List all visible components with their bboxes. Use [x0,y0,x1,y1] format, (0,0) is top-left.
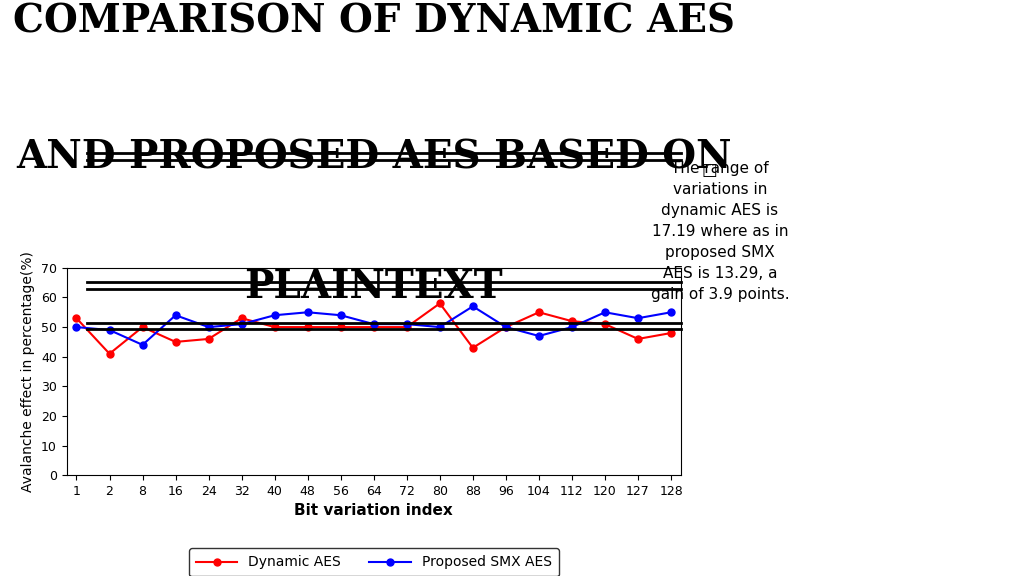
Proposed SMX AES [665,309,677,316]
Dynamic AES [400,324,413,331]
Dynamic AES [532,309,545,316]
Dynamic AES [169,339,181,346]
Proposed SMX AES [599,309,611,316]
Proposed SMX AES [400,321,413,328]
Proposed SMX AES [136,342,148,348]
Proposed SMX AES [632,314,644,321]
Proposed SMX AES [103,327,116,334]
Line: Dynamic AES: Dynamic AES [73,300,675,357]
Text: AND PROPOSED AES BASED ON: AND PROPOSED AES BASED ON [16,138,731,176]
Dynamic AES [500,324,512,331]
Dynamic AES [236,314,248,321]
Dynamic AES [665,329,677,336]
Proposed SMX AES [566,324,579,331]
Dynamic AES [335,324,347,331]
Text: □: □ [701,161,717,179]
Dynamic AES [103,350,116,357]
Proposed SMX AES [500,324,512,331]
Line: Proposed SMX AES: Proposed SMX AES [73,303,675,348]
Dynamic AES [632,335,644,342]
Dynamic AES [203,335,215,342]
Dynamic AES [434,300,446,307]
Text: PLAINTEXT: PLAINTEXT [245,268,503,306]
Dynamic AES [467,344,479,351]
Dynamic AES [368,324,380,331]
Proposed SMX AES [203,324,215,331]
Proposed SMX AES [467,303,479,310]
Dynamic AES [301,324,313,331]
Y-axis label: Avalanche effect in percentage(%): Avalanche effect in percentage(%) [22,251,35,492]
Dynamic AES [268,324,281,331]
Proposed SMX AES [434,324,446,331]
Proposed SMX AES [335,312,347,319]
Proposed SMX AES [532,332,545,339]
Proposed SMX AES [236,321,248,328]
X-axis label: Bit variation index: Bit variation index [294,503,454,518]
Proposed SMX AES [169,312,181,319]
Dynamic AES [71,314,83,321]
Legend: Dynamic AES, Proposed SMX AES: Dynamic AES, Proposed SMX AES [188,548,559,576]
Proposed SMX AES [301,309,313,316]
Dynamic AES [599,321,611,328]
Proposed SMX AES [368,321,380,328]
Proposed SMX AES [71,324,83,331]
Text: COMPARISON OF DYNAMIC AES: COMPARISON OF DYNAMIC AES [12,3,735,41]
Dynamic AES [566,318,579,325]
Text: The range of
variations in
dynamic AES is
17.19 where as in
proposed SMX
AES is : The range of variations in dynamic AES i… [650,161,790,302]
Proposed SMX AES [268,312,281,319]
Dynamic AES [136,324,148,331]
